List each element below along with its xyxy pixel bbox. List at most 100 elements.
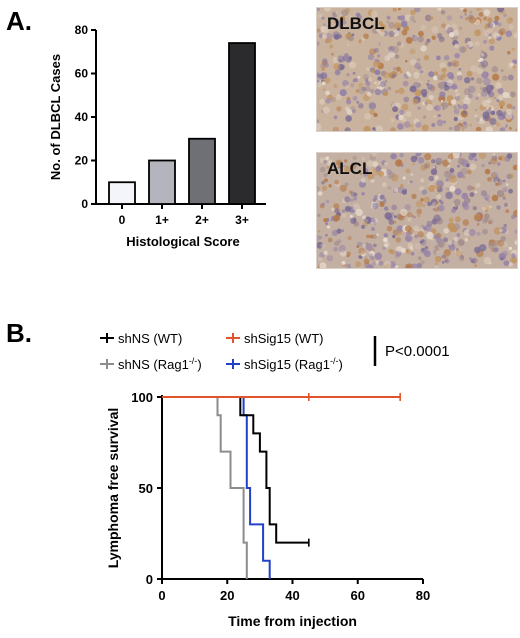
tissue-cell (372, 127, 376, 131)
tissue-cell (412, 98, 419, 105)
x-tick-label: 1+ (155, 213, 169, 227)
tissue-cell (478, 12, 484, 17)
tissue-cell (363, 218, 368, 223)
tissue-cell (485, 126, 493, 131)
tissue-cell (464, 77, 471, 84)
tissue-cell (342, 55, 349, 62)
tissue-cell (339, 15, 346, 22)
tissue-cell (361, 192, 365, 196)
tissue-cell (384, 79, 388, 83)
tissue-cell (488, 241, 496, 249)
tissue-cell (498, 100, 505, 107)
tissue-cell (431, 228, 437, 234)
tissue-cell (423, 115, 427, 119)
tissue-cell (423, 196, 430, 203)
tissue-cell (352, 155, 357, 161)
tissue-cell (449, 175, 457, 183)
micrograph-alcl-image (317, 153, 517, 268)
tissue-cell (424, 224, 432, 232)
tissue-cell (471, 186, 475, 190)
tissue-cell (396, 41, 402, 46)
tissue-cell (462, 175, 466, 179)
tissue-cell (411, 263, 418, 268)
tissue-cell (320, 243, 326, 249)
tissue-cell (345, 115, 352, 122)
tissue-cell (373, 112, 378, 118)
tissue-cell (368, 102, 377, 110)
tissue-cell (319, 157, 326, 163)
tissue-cell (506, 17, 514, 24)
tissue-cell (352, 71, 356, 75)
tissue-cell (414, 89, 422, 97)
tissue-cell (441, 23, 446, 29)
tissue-cell (448, 217, 454, 223)
y-tick-label: 0 (81, 197, 88, 211)
tissue-cell (352, 218, 357, 223)
tissue-cell (317, 191, 323, 196)
tissue-cell (470, 153, 477, 158)
tissue-cell (341, 9, 349, 17)
bar-chart: 0 20 40 60 80 0 1+ 2+ 3+ Histological Score No. of… (48, 23, 266, 249)
tissue-cell (483, 16, 488, 21)
panel-b-label: B. (6, 318, 32, 348)
tissue-cell (494, 15, 500, 21)
tissue-cell (453, 198, 461, 206)
tissue-cell (317, 41, 320, 46)
tissue-cell (487, 22, 494, 29)
tissue-cell (406, 263, 413, 268)
tissue-cell (490, 157, 498, 165)
tissue-cell (493, 96, 497, 100)
tissue-cell (428, 71, 435, 78)
tissue-cell (414, 8, 421, 13)
tissue-cell (382, 72, 390, 79)
tissue-cell (377, 59, 380, 63)
tissue-cell (388, 219, 394, 225)
tissue-cell (325, 222, 329, 226)
tissue-cell (466, 198, 471, 202)
tissue-cell (341, 261, 346, 265)
tissue-cell (496, 110, 503, 117)
tissue-cell (368, 253, 374, 258)
tissue-cell (345, 106, 350, 112)
tissue-cell (418, 256, 422, 260)
tissue-cell (395, 159, 403, 167)
y-tick-label: 20 (75, 154, 89, 168)
tissue-cell (366, 234, 370, 239)
tissue-cell (453, 108, 460, 115)
tissue-cell (376, 233, 380, 237)
tissue-cell (469, 192, 475, 197)
tissue-cell (488, 261, 492, 265)
tissue-cell (439, 91, 446, 98)
tissue-cell (358, 39, 363, 44)
tissue-cell (405, 168, 411, 174)
tissue-cell (367, 53, 375, 61)
tissue-cell (319, 98, 325, 105)
tissue-cell (483, 39, 488, 44)
tissue-cell (379, 194, 385, 200)
tissue-cell (394, 188, 399, 193)
tissue-cell (344, 205, 351, 212)
tissue-cell (410, 9, 416, 16)
tissue-cell (489, 205, 493, 209)
tissue-cell (435, 157, 443, 165)
tissue-cell (409, 123, 414, 128)
tissue-cell (397, 231, 400, 234)
panel-a-label: A. (6, 6, 32, 36)
tissue-cell (496, 189, 505, 198)
x-tick-label: 40 (285, 588, 299, 603)
tissue-cell (392, 8, 397, 12)
tissue-cell (409, 180, 413, 184)
tissue-cell (445, 178, 449, 182)
tissue-cell (412, 162, 415, 166)
tissue-cell (505, 183, 509, 186)
tissue-cell (495, 122, 500, 127)
tissue-cell (449, 168, 455, 173)
tissue-cell (474, 41, 480, 47)
tissue-cell (491, 194, 499, 202)
tissue-cell (456, 164, 460, 168)
tissue-cell (497, 240, 505, 247)
tissue-cell (508, 262, 513, 267)
tissue-cell (463, 97, 471, 105)
tissue-cell (387, 86, 392, 91)
tissue-cell (331, 229, 338, 237)
